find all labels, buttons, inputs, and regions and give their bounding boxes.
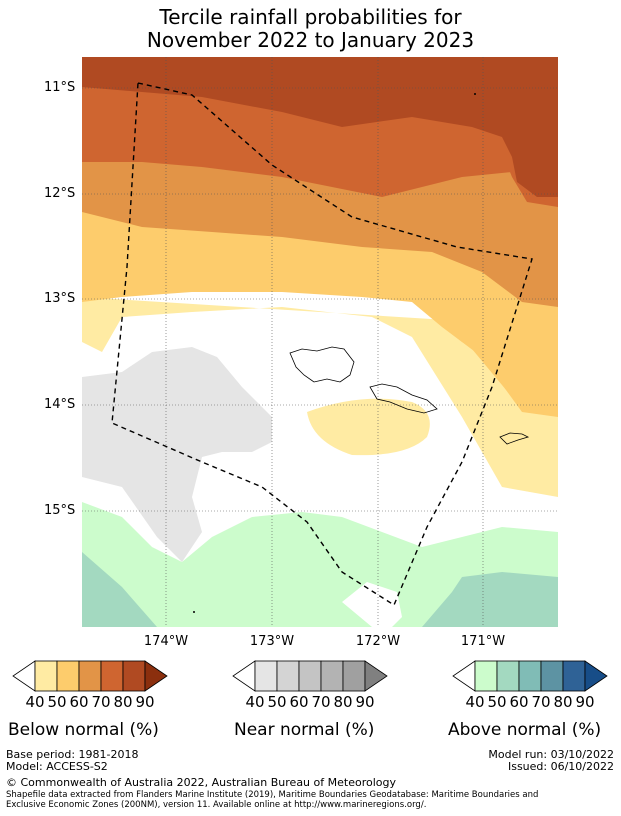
colorbar-below: [12, 660, 168, 692]
tick-below-60: 60: [69, 693, 89, 711]
above-colorbar-swatch-40: [474, 660, 498, 692]
below-colorbar-swatch-80: [122, 660, 146, 692]
lon-label-173: 173°W: [249, 634, 295, 649]
region-below-40-blob: [307, 398, 430, 456]
tick-below-80: 80: [113, 693, 133, 711]
below-colorbar-swatch-90: [144, 660, 168, 692]
near-colorbar-swatch-50: [276, 660, 300, 692]
tick-near-70: 70: [311, 693, 331, 711]
below-colorbar-swatch-60: [78, 660, 102, 692]
base-period: Base period: 1981-2018: [6, 748, 139, 761]
lon-label-172: 172°W: [355, 634, 401, 649]
near-colorbar-swatch-70: [320, 660, 344, 692]
above-colorbar-swatch-80: [562, 660, 586, 692]
shapefile-credit-2: Exclusive Economic Zones (200NM), versio…: [6, 800, 427, 810]
near-colorbar-under: [232, 660, 256, 692]
lat-label-12: 12°S: [44, 186, 76, 201]
region-below-40: [82, 297, 558, 497]
lat-label-15: 15°S: [44, 503, 76, 518]
tick-near-80: 80: [333, 693, 353, 711]
tick-above-90: 90: [575, 693, 595, 711]
legend-above-label: Above normal (%): [448, 720, 602, 740]
near-colorbar-swatch-40: [254, 660, 278, 692]
tick-near-40: 40: [245, 693, 265, 711]
tick-above-50: 50: [487, 693, 507, 711]
region-near-40: [82, 347, 272, 562]
lat-label-13: 13°S: [44, 291, 76, 306]
below-colorbar-swatch-50: [56, 660, 80, 692]
tick-below-70: 70: [91, 693, 111, 711]
region-below-60: [82, 157, 558, 307]
lon-label-171: 171°W: [460, 634, 506, 649]
model-run: Model run: 03/10/2022: [488, 748, 614, 761]
near-colorbar-swatch-80: [342, 660, 366, 692]
region-above-50-left: [82, 552, 157, 627]
islet-north: [474, 93, 476, 95]
lat-label-11: 11°S: [44, 80, 76, 95]
tick-near-50: 50: [267, 693, 287, 711]
below-colorbar-swatch-40: [34, 660, 58, 692]
near-colorbar-swatch-60: [298, 660, 322, 692]
region-white-notch: [342, 582, 402, 627]
below-colorbar-under: [12, 660, 36, 692]
region-above-50-right: [422, 572, 558, 627]
tick-above-70: 70: [531, 693, 551, 711]
gridlines: [82, 57, 558, 627]
tick-below-90: 90: [135, 693, 155, 711]
legend-near-label: Near normal (%): [234, 720, 375, 740]
lat-label-14: 14°S: [44, 397, 76, 412]
region-above-40: [82, 502, 558, 627]
islet-south: [193, 611, 195, 613]
tick-below-40: 40: [25, 693, 45, 711]
tick-above-80: 80: [553, 693, 573, 711]
probability-map: [82, 57, 558, 627]
model-name: Model: ACCESS-S2: [6, 760, 108, 773]
tick-above-60: 60: [509, 693, 529, 711]
above-colorbar-swatch-90: [584, 660, 608, 692]
legend-below-label: Below normal (%): [8, 720, 159, 740]
near-colorbar-swatch-90: [364, 660, 388, 692]
issued-date: Issued: 06/10/2022: [507, 760, 614, 773]
island-upolu: [369, 383, 438, 414]
above-colorbar-swatch-70: [540, 660, 564, 692]
title-line-1: Tercile rainfall probabilities for: [159, 5, 462, 29]
above-colorbar-swatch-50: [496, 660, 520, 692]
island-savaii: [289, 346, 355, 383]
tick-near-90: 90: [355, 693, 375, 711]
island-tutuila: [499, 432, 530, 445]
tick-near-60: 60: [289, 693, 309, 711]
copyright: © Commonwealth of Australia 2022, Austra…: [6, 776, 396, 789]
lon-label-174: 174°W: [143, 634, 189, 649]
above-colorbar-swatch-60: [518, 660, 542, 692]
below-colorbar-swatch-70: [100, 660, 124, 692]
colorbar-near: [232, 660, 388, 692]
title-line-2: November 2022 to January 2023: [146, 28, 475, 52]
colorbar-above: [452, 660, 608, 692]
chart-title: Tercile rainfall probabilities for Novem…: [0, 6, 621, 52]
shapefile-credit-1: Shapefile data extracted from Flanders M…: [6, 790, 539, 800]
eez-boundary: [111, 82, 533, 607]
above-colorbar-under: [452, 660, 476, 692]
tick-above-40: 40: [465, 693, 485, 711]
region-below-50-main: [82, 207, 558, 417]
tick-below-50: 50: [47, 693, 67, 711]
region-below-80: [82, 57, 558, 197]
